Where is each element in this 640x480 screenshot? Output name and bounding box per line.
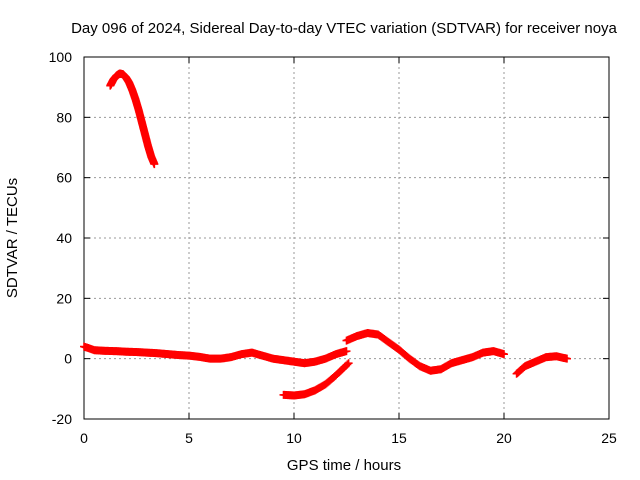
y-axis-title: SDTVAR / TECUs	[4, 178, 21, 298]
data-point	[342, 347, 351, 356]
y-tick-label: 40	[56, 230, 72, 246]
y-tick-label: 0	[64, 351, 72, 367]
y-tick-label: 100	[49, 49, 73, 65]
data-points	[80, 69, 571, 400]
x-axis-title: GPS time / hours	[287, 457, 401, 474]
data-point	[563, 354, 571, 363]
series-arc-early-high	[106, 69, 159, 169]
data-point	[343, 360, 352, 369]
x-tick-label: 10	[286, 430, 302, 446]
chart-title: Day 096 of 2024, Sidereal Day-to-day VTE…	[71, 20, 617, 37]
y-tick-label: 60	[56, 170, 72, 186]
x-tick-label: 25	[601, 430, 617, 446]
series-arc-main-1	[80, 342, 351, 368]
series-arc-low	[279, 359, 353, 400]
axis-ticks	[83, 56, 610, 420]
data-point	[500, 350, 508, 359]
data-point	[344, 359, 353, 368]
x-tick-label: 0	[80, 430, 88, 446]
y-tick-label: 20	[56, 290, 72, 306]
series-arc-hump	[342, 329, 508, 375]
y-tick-label: 80	[56, 109, 72, 125]
data-point	[150, 160, 159, 169]
x-tick-label: 20	[496, 430, 512, 446]
x-tick-label: 5	[185, 430, 193, 446]
x-tick-label: 15	[391, 430, 407, 446]
tick-labels: 0 5 10 15 20 25 -20 0 20 40 60 80 100	[49, 49, 617, 446]
series-arc-late	[512, 352, 571, 378]
y-tick-label: -20	[52, 411, 72, 427]
